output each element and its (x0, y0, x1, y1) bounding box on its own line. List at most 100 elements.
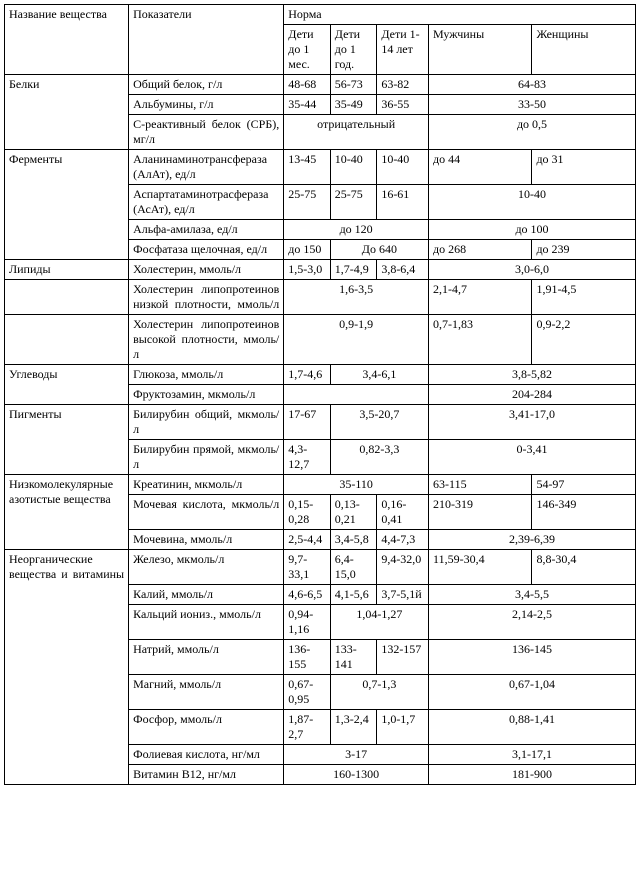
cell: 36-55 (377, 95, 429, 115)
cell: до 0,5 (429, 115, 636, 150)
row-amylase-name: Альфа-амилаза, ед/л (129, 220, 284, 240)
cell: 35-44 (284, 95, 331, 115)
row-alp-name: Фосфатаза щелочная, ед/л (129, 240, 284, 260)
cell: 2,5-4,4 (284, 530, 331, 550)
hdr-kids1m: Дети до 1 мес. (284, 25, 331, 75)
group-inorg: Неорганические вещества и витамины (5, 550, 129, 785)
row-hdl-name: Холестерин липопротеинов высокой плотнос… (129, 315, 284, 365)
row-bilidirect-name: Билирубин прямой, мкмоль/л (129, 440, 284, 475)
row-urea-name: Мочевина, ммоль/л (129, 530, 284, 550)
cell: 1,6-3,5 (284, 280, 429, 315)
row-albumin-name: Альбумины, г/л (129, 95, 284, 115)
cell: До 640 (330, 240, 428, 260)
row-glucose-name: Глюкоза, ммоль/л (129, 365, 284, 385)
hdr-substance: Название вещества (5, 5, 129, 75)
cell: 9,4-32,0 (377, 550, 429, 585)
row-ldl-name: Холестерин липопротеинов низкой плотност… (129, 280, 284, 315)
cell: 35-110 (284, 475, 429, 495)
row-chol-name: Холестерин, ммоль/л (129, 260, 284, 280)
cell: 1,7-4,6 (284, 365, 331, 385)
row-fructo-name: Фруктозамин, мкмоль/л (129, 385, 284, 405)
cell: до 268 (429, 240, 532, 260)
cell: 0,82-3,3 (330, 440, 428, 475)
cell: 17-67 (284, 405, 331, 440)
cell: 2,1-4,7 (429, 280, 532, 315)
cell: 6,4-15,0 (330, 550, 377, 585)
cell: 204-284 (429, 385, 636, 405)
row-bilitotal-name: Билирубин общий, мкмоль/л (129, 405, 284, 440)
row-iron-name: Железо, мкмоль/л (129, 550, 284, 585)
cell: 63-115 (429, 475, 532, 495)
cell: отрицательный (284, 115, 429, 150)
row-totalprotein-name: Общий белок, г/л (129, 75, 284, 95)
group-lipids: Липиды (5, 260, 129, 280)
cell: до 150 (284, 240, 331, 260)
cell: 16-61 (377, 185, 429, 220)
cell: 136-155 (284, 640, 331, 675)
hdr-kids1y: Дети до 1 год. (330, 25, 377, 75)
cell: до 44 (429, 150, 532, 185)
cell: 3,8-6,4 (377, 260, 429, 280)
cell: 3,1-17,1 (429, 745, 636, 765)
row-calcium-name: Кальций иониз., ммоль/л (129, 605, 284, 640)
row-phosphorus-name: Фосфор, ммоль/л (129, 710, 284, 745)
row-sodium-name: Натрий, ммоль/л (129, 640, 284, 675)
cell: 4,3-12,7 (284, 440, 331, 475)
hdr-indicator: Показатели (129, 5, 284, 75)
row-uric-name: Мочевая кислота, мкмоль/л (129, 495, 284, 530)
cell: 3,7-5,1й (377, 585, 429, 605)
cell: 1,91-4,5 (532, 280, 636, 315)
cell-blank (284, 385, 429, 405)
cell: до 120 (284, 220, 429, 240)
group-pigments: Пигменты (5, 405, 129, 475)
cell: 0,16-0,41 (377, 495, 429, 530)
row-folic-name: Фолиевая кислота, нг/мл (129, 745, 284, 765)
cell: до 239 (532, 240, 636, 260)
group-blank (5, 315, 129, 365)
cell: 10-40 (377, 150, 429, 185)
cell: 35-49 (330, 95, 377, 115)
hdr-norm: Норма (284, 5, 636, 25)
cell: 1,87-2,7 (284, 710, 331, 745)
cell: 3,4-5,8 (330, 530, 377, 550)
group-blank (5, 280, 129, 315)
cell: 3,41-17,0 (429, 405, 636, 440)
cell: 0-3,41 (429, 440, 636, 475)
cell: 0,94-1,16 (284, 605, 331, 640)
cell: 33-50 (429, 95, 636, 115)
hdr-men: Мужчины (429, 25, 532, 75)
cell: 3,5-20,7 (330, 405, 428, 440)
cell: 48-68 (284, 75, 331, 95)
cell: 4,6-6,5 (284, 585, 331, 605)
cell: 2,39-6,39 (429, 530, 636, 550)
cell: 10-40 (330, 150, 377, 185)
row-b12-name: Витамин B12, нг/мл (129, 765, 284, 785)
cell: 0,9-1,9 (284, 315, 429, 365)
cell: 3-17 (284, 745, 429, 765)
cell: 136-145 (429, 640, 636, 675)
cell: 25-75 (284, 185, 331, 220)
cell: 4,1-5,6 (330, 585, 377, 605)
cell: 56-73 (330, 75, 377, 95)
group-carbs: Углеводы (5, 365, 129, 405)
hdr-women: Женщины (532, 25, 636, 75)
group-lowmol: Низкомолекулярные азотистые вещества (5, 475, 129, 550)
cell: 0,13-0,21 (330, 495, 377, 530)
cell: 8,8-30,4 (532, 550, 636, 585)
cell: 0,15-0,28 (284, 495, 331, 530)
cell: 0,67-1,04 (429, 675, 636, 710)
cell: 9,7-33,1 (284, 550, 331, 585)
cell: 0,7-1,3 (330, 675, 428, 710)
group-proteins: Белки (5, 75, 129, 150)
cell: 132-157 (377, 640, 429, 675)
cell: 0,67-0,95 (284, 675, 331, 710)
cell: 146-349 (532, 495, 636, 530)
biochem-norms-table: Название вещества Показатели Норма Дети … (4, 4, 636, 785)
cell: 3,4-6,1 (330, 365, 428, 385)
cell: до 31 (532, 150, 636, 185)
row-asat-name: Аспартатаминотрасфераза (АсАт), ед/л (129, 185, 284, 220)
cell: 64-83 (429, 75, 636, 95)
group-enzymes: Ферменты (5, 150, 129, 260)
cell: 63-82 (377, 75, 429, 95)
cell: 133-141 (330, 640, 377, 675)
